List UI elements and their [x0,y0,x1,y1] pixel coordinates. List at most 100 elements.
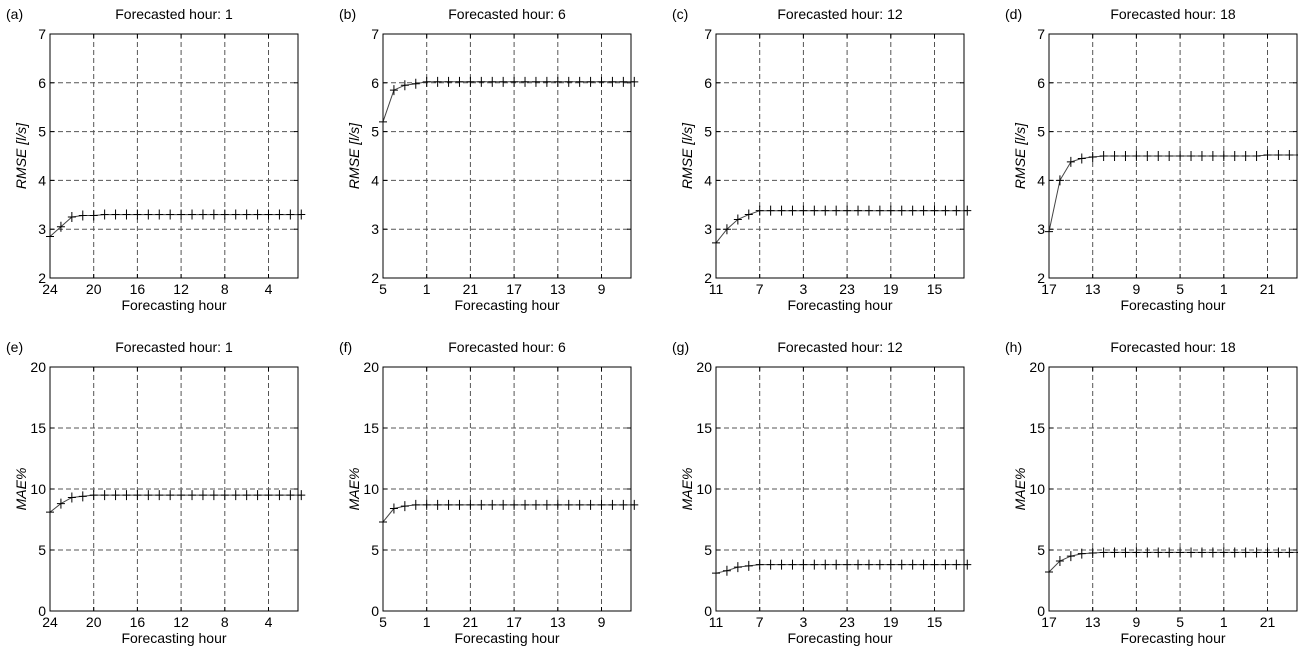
y-axis-label: RMSE [l/s] [346,122,362,189]
data-point-marker [389,85,398,96]
data-point-marker [788,205,797,216]
data-point-marker [908,205,917,216]
data-point-marker [1143,151,1152,161]
data-point-marker [766,205,775,216]
data-point-marker [231,209,240,220]
y-tick-label: 15 [1029,420,1045,436]
y-tick-label: 2 [371,270,379,286]
data-point-marker [597,76,606,87]
x-tick-label: 21 [463,614,479,630]
chart-title: Forecasted hour: 1 [115,6,233,22]
chart-title: Forecasted hour: 6 [448,6,566,22]
panel-label: (a) [6,6,23,22]
y-tick-label: 15 [363,420,379,436]
data-point-marker [1121,151,1130,161]
data-point-marker [963,205,972,216]
y-tick-label: 3 [38,221,46,237]
data-point-marker [133,209,142,220]
data-point-marker [875,559,884,570]
y-tick-label: 0 [371,603,379,619]
data-point-marker [1197,547,1206,558]
x-tick-label: 9 [1133,614,1141,630]
chart-title: Forecasted hour: 1 [115,339,233,355]
x-tick-label: 12 [173,281,189,297]
y-tick-label: 10 [1029,481,1045,497]
y-tick-label: 15 [30,420,46,436]
data-point-marker [744,560,753,571]
x-tick-label: 16 [130,614,146,630]
data-point-marker [411,499,420,510]
data-point-marker [1055,555,1064,566]
data-point-marker [1077,153,1086,164]
x-tick-label: 21 [1260,614,1276,630]
series-line [49,494,302,513]
data-point-marker [166,209,175,220]
data-point-marker [297,209,306,220]
data-point-marker [930,205,939,216]
y-tick-label: 4 [38,172,46,188]
x-tick-label: 17 [1041,281,1057,297]
y-tick-label: 5 [371,124,379,140]
data-point-marker [619,499,628,510]
data-point-marker [733,562,742,573]
data-point-marker [46,231,54,242]
data-point-marker [1055,175,1064,186]
data-point-marker [744,209,753,220]
data-point-marker [56,498,65,509]
x-tick-label: 21 [463,281,479,297]
data-point-marker [733,214,742,225]
x-tick-label: 23 [839,614,855,630]
data-point-marker [952,205,961,216]
x-tick-label: 9 [598,281,606,297]
x-tick-label: 17 [506,281,522,297]
data-point-marker [722,565,731,576]
panel-label: (f) [339,339,352,355]
x-tick-label: 8 [221,614,229,630]
x-tick-label: 21 [1260,281,1276,297]
series-line [382,504,635,523]
x-tick-label: 8 [221,281,229,297]
data-point-marker [930,559,939,570]
data-point-marker [832,205,841,216]
x-axis-label: Forecasting hour [121,630,226,646]
y-tick-label: 5 [371,542,379,558]
data-point-marker [444,76,453,87]
data-point-marker [499,499,508,510]
x-tick-label: 3 [800,614,808,630]
x-tick-label: 11 [709,614,724,630]
data-point-marker [854,205,863,216]
y-tick-label: 5 [704,124,712,140]
chart-title: Forecasted hour: 18 [1110,339,1236,355]
data-point-marker [1121,547,1130,558]
data-point-marker [1187,151,1196,161]
data-point-marker [220,209,229,220]
data-point-marker [466,76,475,87]
y-tick-label: 10 [30,481,46,497]
data-point-marker [575,76,584,87]
data-point-marker [941,205,950,216]
panel-label: (g) [672,339,689,355]
data-point-marker [1154,547,1163,558]
data-point-marker [275,490,284,501]
data-point-marker [433,499,442,510]
data-point-marker [78,210,87,221]
data-point-marker [1230,547,1239,558]
data-point-marker [1208,151,1217,161]
x-axis-label: Forecasting hour [454,630,559,646]
series-line [1048,154,1298,232]
y-axis-label: RMSE [l/s] [679,122,695,189]
y-axis-label: MAE% [1012,468,1028,511]
data-point-marker [242,490,251,501]
y-tick-label: 3 [704,221,712,237]
x-axis-label: Forecasting hour [121,297,226,313]
data-point-marker [510,76,519,87]
y-axis-label: MAE% [13,468,29,511]
y-tick-label: 4 [704,172,712,188]
data-point-marker [1088,151,1097,162]
data-point-marker [755,559,764,570]
y-tick-label: 20 [696,359,712,375]
y-tick-label: 6 [704,75,712,91]
data-point-marker [1176,547,1185,558]
data-point-marker [1219,151,1228,161]
